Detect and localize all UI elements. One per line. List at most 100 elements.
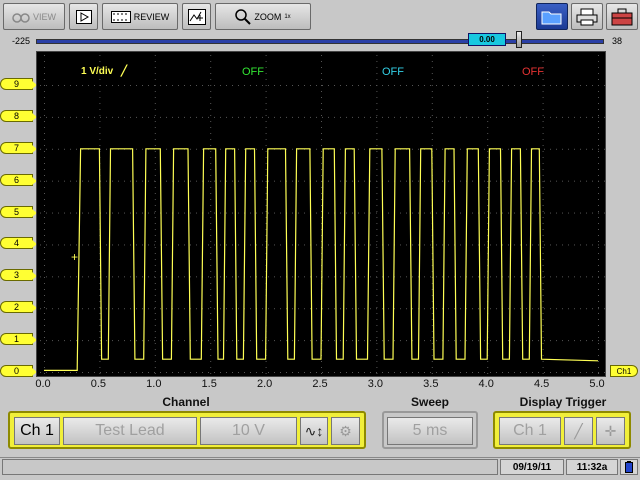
grid-dot	[106, 244, 107, 246]
grid-dot	[154, 361, 156, 362]
grid-dot	[598, 271, 599, 272]
grid-dot	[250, 180, 251, 182]
cursor-button[interactable]	[182, 3, 211, 30]
probe-button[interactable]: Test Lead	[63, 417, 197, 445]
grid-dot	[265, 223, 267, 224]
play-button[interactable]	[69, 3, 98, 30]
grid-dot	[520, 372, 521, 373]
grid-dot	[526, 148, 527, 150]
grid-dot	[514, 340, 515, 342]
grid-dot	[106, 212, 107, 214]
probe-settings-button[interactable]: ⚙	[331, 417, 360, 445]
grid-dot	[431, 325, 433, 326]
grid-dot	[214, 244, 215, 246]
trigger-source-button[interactable]: Ch 1	[499, 417, 561, 445]
grid-dot	[262, 85, 263, 86]
grid-dot	[502, 372, 503, 373]
grid-dot	[436, 276, 437, 278]
open-folder-button[interactable]	[536, 3, 568, 30]
grid-dot	[454, 116, 455, 118]
grid-dot	[44, 133, 45, 134]
grid-dot	[556, 308, 557, 310]
grid-dot	[274, 180, 275, 182]
grid-dot	[442, 148, 443, 150]
grid-dot	[334, 85, 335, 86]
trigger-slope-button[interactable]: ╱	[564, 417, 593, 445]
grid-dot	[322, 276, 323, 278]
grid-dot	[214, 212, 215, 214]
grid-dot	[46, 180, 47, 182]
grid-dot	[316, 116, 317, 118]
time-slider[interactable]: -225 0.00 38	[0, 31, 640, 50]
grid-dot	[210, 253, 212, 254]
trigger-position-button[interactable]: ✛	[596, 417, 625, 445]
grid-dot	[520, 244, 521, 246]
grid-dot	[88, 244, 89, 246]
zoom-button[interactable]: ZOOM 1x	[215, 3, 311, 30]
slider-thumb[interactable]	[516, 31, 522, 48]
grid-dot	[568, 340, 569, 342]
grid-dot	[454, 372, 455, 373]
grid-dot	[376, 151, 378, 152]
view-button[interactable]: VIEW	[3, 3, 65, 30]
grid-dot	[44, 337, 45, 338]
y-tick-label: 3	[0, 269, 37, 282]
grid-dot	[70, 308, 71, 310]
sweep-button[interactable]: 5 ms	[387, 417, 473, 445]
review-button[interactable]: REVIEW	[102, 3, 178, 30]
grid-dot	[487, 211, 489, 212]
grid-dot	[190, 308, 191, 310]
grid-dot	[304, 180, 305, 182]
grid-dot	[487, 247, 489, 248]
grid-dot	[148, 372, 149, 373]
grid-dot	[154, 295, 156, 296]
coupling-button[interactable]: ∿↕	[300, 417, 328, 445]
grid-dot	[280, 244, 281, 246]
grid-dot	[265, 151, 267, 152]
grid-dot	[202, 372, 203, 373]
grid-dot	[431, 103, 433, 104]
grid-dot	[542, 181, 544, 182]
grid-dot	[454, 308, 455, 310]
grid-dot	[508, 212, 509, 214]
grid-dot	[262, 372, 263, 373]
x-tick-label: 0.0	[35, 378, 51, 390]
grid-dot	[487, 373, 489, 374]
grid-dot	[598, 217, 599, 218]
grid-dot	[448, 244, 449, 246]
move-icon: ✛	[604, 422, 617, 439]
grid-dot	[208, 85, 209, 86]
grid-dot	[44, 205, 45, 206]
x-tick-label: 1.5	[201, 378, 217, 390]
grid-dot	[340, 372, 341, 373]
channel-select-button[interactable]: Ch 1	[14, 417, 60, 445]
grid-dot	[210, 241, 212, 242]
grid-dot	[364, 212, 365, 214]
volts-button[interactable]: 10 V	[200, 417, 297, 445]
slider-track[interactable]	[36, 39, 604, 44]
grid-dot	[99, 277, 101, 278]
grid-dot	[532, 244, 533, 246]
grid-dot	[265, 211, 267, 212]
grid-dot	[388, 244, 389, 246]
grid-dot	[99, 115, 101, 116]
grid-dot	[321, 253, 322, 254]
grid-dot	[210, 109, 212, 110]
grid-dot	[154, 319, 156, 320]
grid-dot	[442, 372, 443, 373]
grid-dot	[487, 169, 489, 170]
grid-dot	[412, 85, 413, 86]
grid-dot	[130, 85, 131, 86]
grid-dot	[154, 116, 155, 118]
scope-screen[interactable]: 1 V/div ╱ OFF OFF OFF +	[36, 51, 606, 377]
grid-dot	[376, 276, 377, 278]
grid-dot	[44, 61, 45, 62]
grid-dot	[400, 212, 401, 214]
grid-dot	[574, 85, 575, 86]
grid-dot	[136, 372, 137, 373]
print-button[interactable]	[571, 3, 603, 30]
grid-dot	[436, 148, 437, 150]
toolbox-button[interactable]	[606, 3, 638, 30]
ac-dc-icon: ∿↕	[304, 422, 324, 439]
grid-dot	[250, 372, 251, 373]
